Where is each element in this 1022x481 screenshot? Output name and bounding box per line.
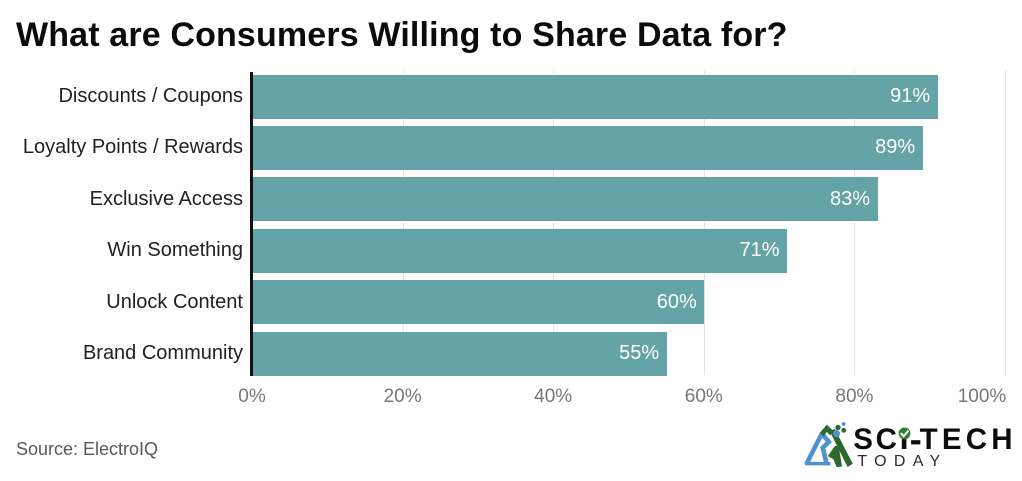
- svg-text:TECH: TECH: [920, 423, 1017, 456]
- svg-text:TODAY: TODAY: [857, 453, 947, 470]
- svg-text:SC: SC: [853, 423, 900, 456]
